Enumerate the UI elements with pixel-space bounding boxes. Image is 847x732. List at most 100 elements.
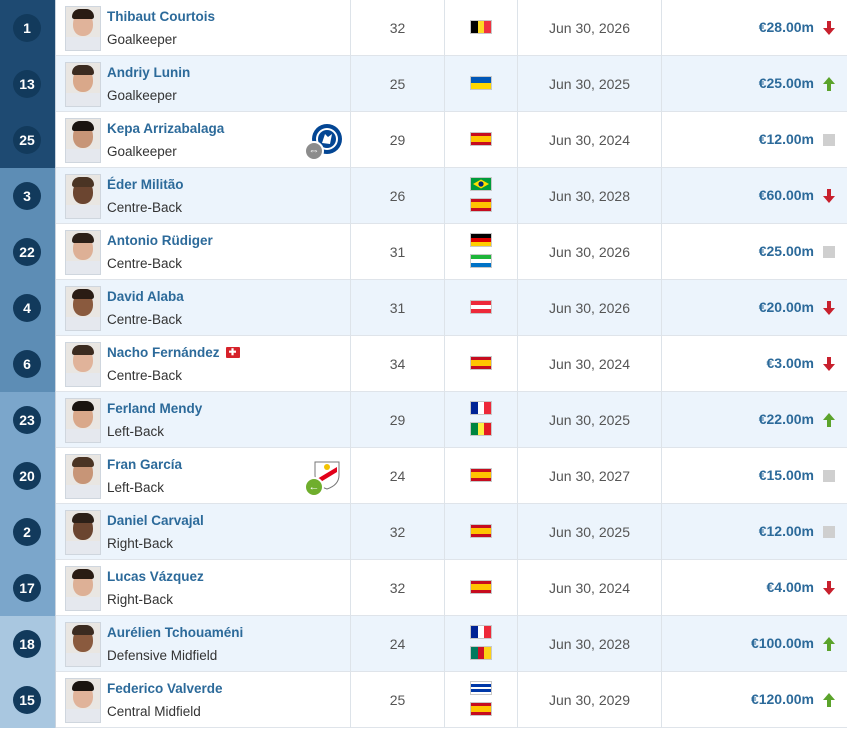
number-cell: 6 — [0, 336, 56, 392]
number-cell: 13 — [0, 56, 56, 112]
number-cell: 1 — [0, 0, 56, 56]
column-divider — [350, 616, 351, 672]
spain-flag — [470, 198, 492, 212]
player-photo[interactable] — [65, 230, 101, 275]
contract-expiry: Jun 30, 2029 — [549, 692, 630, 708]
player-name-link[interactable]: Daniel Carvajal — [107, 513, 204, 528]
contract-expiry: Jun 30, 2025 — [549, 524, 630, 540]
arrow-down-icon — [822, 188, 836, 204]
market-value-link[interactable]: €12.00m — [758, 131, 814, 147]
market-value-link[interactable]: €15.00m — [758, 467, 814, 483]
column-divider — [661, 616, 662, 672]
shirt-number: 22 — [13, 238, 41, 266]
player-age: 25 — [389, 692, 406, 708]
column-divider — [444, 336, 445, 392]
spain-flag — [470, 468, 492, 482]
player-name-link[interactable]: Lucas Vázquez — [107, 569, 204, 584]
nationality-flags — [445, 280, 517, 336]
nationality-flags — [445, 336, 517, 392]
market-value-link[interactable]: €25.00m — [758, 75, 814, 91]
player-name-link[interactable]: Antonio Rüdiger — [107, 233, 213, 248]
player-row: 20 Fran García Left-Back ← 24 Jun 30, 2027 €15… — [0, 448, 847, 504]
player-age: 32 — [389, 524, 406, 540]
market-value-link[interactable]: €4.00m — [766, 579, 814, 595]
contract-expiry: Jun 30, 2028 — [549, 636, 630, 652]
shirt-number: 25 — [13, 126, 41, 154]
player-photo[interactable] — [65, 398, 101, 443]
contract-expiry: Jun 30, 2026 — [549, 300, 630, 316]
nationality-flags — [445, 448, 517, 504]
player-row: 4 David Alaba Centre-Back 31 Jun 30, 2026 €20… — [0, 280, 847, 336]
player-name-link[interactable]: Éder Militão — [107, 177, 184, 192]
contract-expiry: Jun 30, 2026 — [549, 20, 630, 36]
no-change-icon — [822, 468, 836, 484]
player-photo[interactable] — [65, 678, 101, 723]
nationality-flags — [445, 560, 517, 616]
player-name: Antonio Rüdiger — [107, 233, 213, 248]
player-photo[interactable] — [65, 174, 101, 219]
player-photo[interactable] — [65, 510, 101, 555]
contract-expiry: Jun 30, 2027 — [549, 468, 630, 484]
column-divider — [661, 336, 662, 392]
player-position: Centre-Back — [107, 368, 183, 383]
market-value-link[interactable]: €100.00m — [750, 635, 814, 651]
player-row: 15 Federico Valverde Central Midfield 25 Jun… — [0, 672, 847, 728]
market-value-link[interactable]: €12.00m — [758, 523, 814, 539]
player-photo[interactable] — [65, 118, 101, 163]
player-age: 31 — [389, 300, 406, 316]
loan-swap-icon[interactable]: ⇔ — [304, 141, 324, 161]
market-value-link[interactable]: €60.00m — [758, 187, 814, 203]
column-divider — [517, 112, 518, 168]
france-flag — [470, 401, 492, 415]
market-value-link[interactable]: €25.00m — [758, 243, 814, 259]
shirt-number: 3 — [13, 182, 41, 210]
player-name-link[interactable]: Thibaut Courtois — [107, 9, 215, 24]
player-name-link[interactable]: Andriy Lunin — [107, 65, 190, 80]
market-value-link[interactable]: €20.00m — [758, 299, 814, 315]
arrow-up-icon — [822, 692, 836, 708]
column-divider — [444, 560, 445, 616]
column-divider — [517, 280, 518, 336]
player-age: 31 — [389, 244, 406, 260]
player-age: 32 — [389, 20, 406, 36]
player-photo[interactable] — [65, 342, 101, 387]
player-name-link[interactable]: Fran García — [107, 457, 182, 472]
france-flag — [470, 625, 492, 639]
column-divider — [517, 504, 518, 560]
player-name: Federico Valverde — [107, 681, 223, 696]
player-photo[interactable] — [65, 622, 101, 667]
player-position: Left-Back — [107, 424, 165, 439]
player-name-link[interactable]: Federico Valverde — [107, 681, 223, 696]
player-name-link[interactable]: Aurélien Tchouaméni — [107, 625, 243, 640]
column-divider — [444, 280, 445, 336]
shirt-number: 4 — [13, 294, 41, 322]
market-value-link[interactable]: €120.00m — [750, 691, 814, 707]
number-cell: 3 — [0, 168, 56, 224]
arrow-up-icon — [822, 636, 836, 652]
column-divider — [350, 672, 351, 728]
player-name-link[interactable]: Kepa Arrizabalaga — [107, 121, 224, 136]
market-value-link[interactable]: €3.00m — [766, 355, 814, 371]
player-photo[interactable] — [65, 566, 101, 611]
player-name-link[interactable]: Ferland Mendy — [107, 401, 202, 416]
market-value-link[interactable]: €22.00m — [758, 411, 814, 427]
column-divider — [350, 336, 351, 392]
player-name: Fran García — [107, 457, 183, 472]
column-divider — [517, 448, 518, 504]
player-photo[interactable] — [65, 6, 101, 51]
return-arrow-icon[interactable]: ← — [304, 477, 324, 497]
column-divider — [661, 504, 662, 560]
player-photo[interactable] — [65, 454, 101, 499]
player-name-link[interactable]: Nacho Fernández ✚ — [107, 345, 240, 360]
injury-icon[interactable]: ✚ — [225, 346, 240, 358]
market-value-link[interactable]: €28.00m — [758, 19, 814, 35]
nationality-flags — [445, 224, 517, 280]
column-divider — [517, 392, 518, 448]
column-divider — [661, 560, 662, 616]
arrow-down-icon — [822, 300, 836, 316]
player-photo[interactable] — [65, 62, 101, 107]
player-name-link[interactable]: David Alaba — [107, 289, 184, 304]
player-photo[interactable] — [65, 286, 101, 331]
player-position: Centre-Back — [107, 200, 183, 215]
